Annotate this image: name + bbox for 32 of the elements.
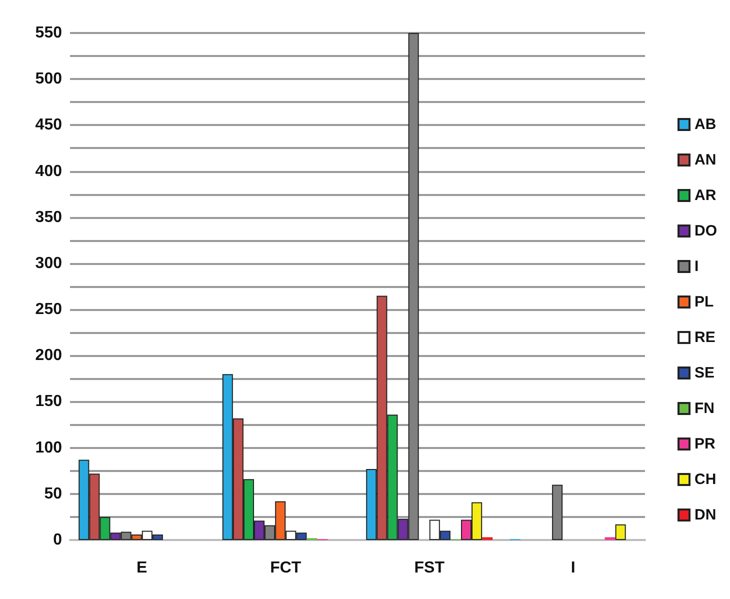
legend-label: DO — [694, 222, 718, 240]
legend-label: DN — [694, 506, 716, 524]
legend-label: AB — [694, 116, 716, 133]
legend-label: AR — [694, 187, 716, 204]
y-tick-label: 300 — [35, 254, 62, 272]
y-tick-label: 450 — [35, 116, 62, 134]
x-tick-label: E — [136, 560, 148, 576]
legend-label: AN — [694, 152, 716, 168]
y-tick-label: 500 — [35, 70, 62, 88]
y-tick-label: 100 — [35, 439, 62, 456]
legend-label: FN — [694, 400, 714, 417]
x-tick-label: I — [570, 560, 576, 576]
x-tick-label: FST — [414, 560, 445, 576]
legend-label: PL — [694, 294, 714, 310]
legend-label: SE — [694, 364, 715, 382]
legend-label: RE — [694, 329, 716, 346]
y-tick-label: 550 — [35, 24, 62, 42]
legend-label: PR — [694, 436, 716, 452]
y-tick-label: 200 — [35, 347, 62, 364]
bar — [615, 524, 626, 540]
y-tick-label: 400 — [35, 162, 62, 180]
y-tick-label: 0 — [53, 532, 62, 548]
bar — [552, 484, 563, 540]
x-tick-label: FCT — [270, 560, 302, 576]
legend-label: CH — [694, 471, 716, 488]
legend-label: I — [694, 258, 699, 275]
y-tick-label: 350 — [35, 208, 62, 226]
bar — [604, 537, 616, 540]
y-tick-label: 150 — [35, 393, 62, 410]
y-tick-label: 250 — [35, 301, 62, 318]
y-tick-label: 50 — [44, 485, 62, 502]
bar — [482, 537, 493, 540]
